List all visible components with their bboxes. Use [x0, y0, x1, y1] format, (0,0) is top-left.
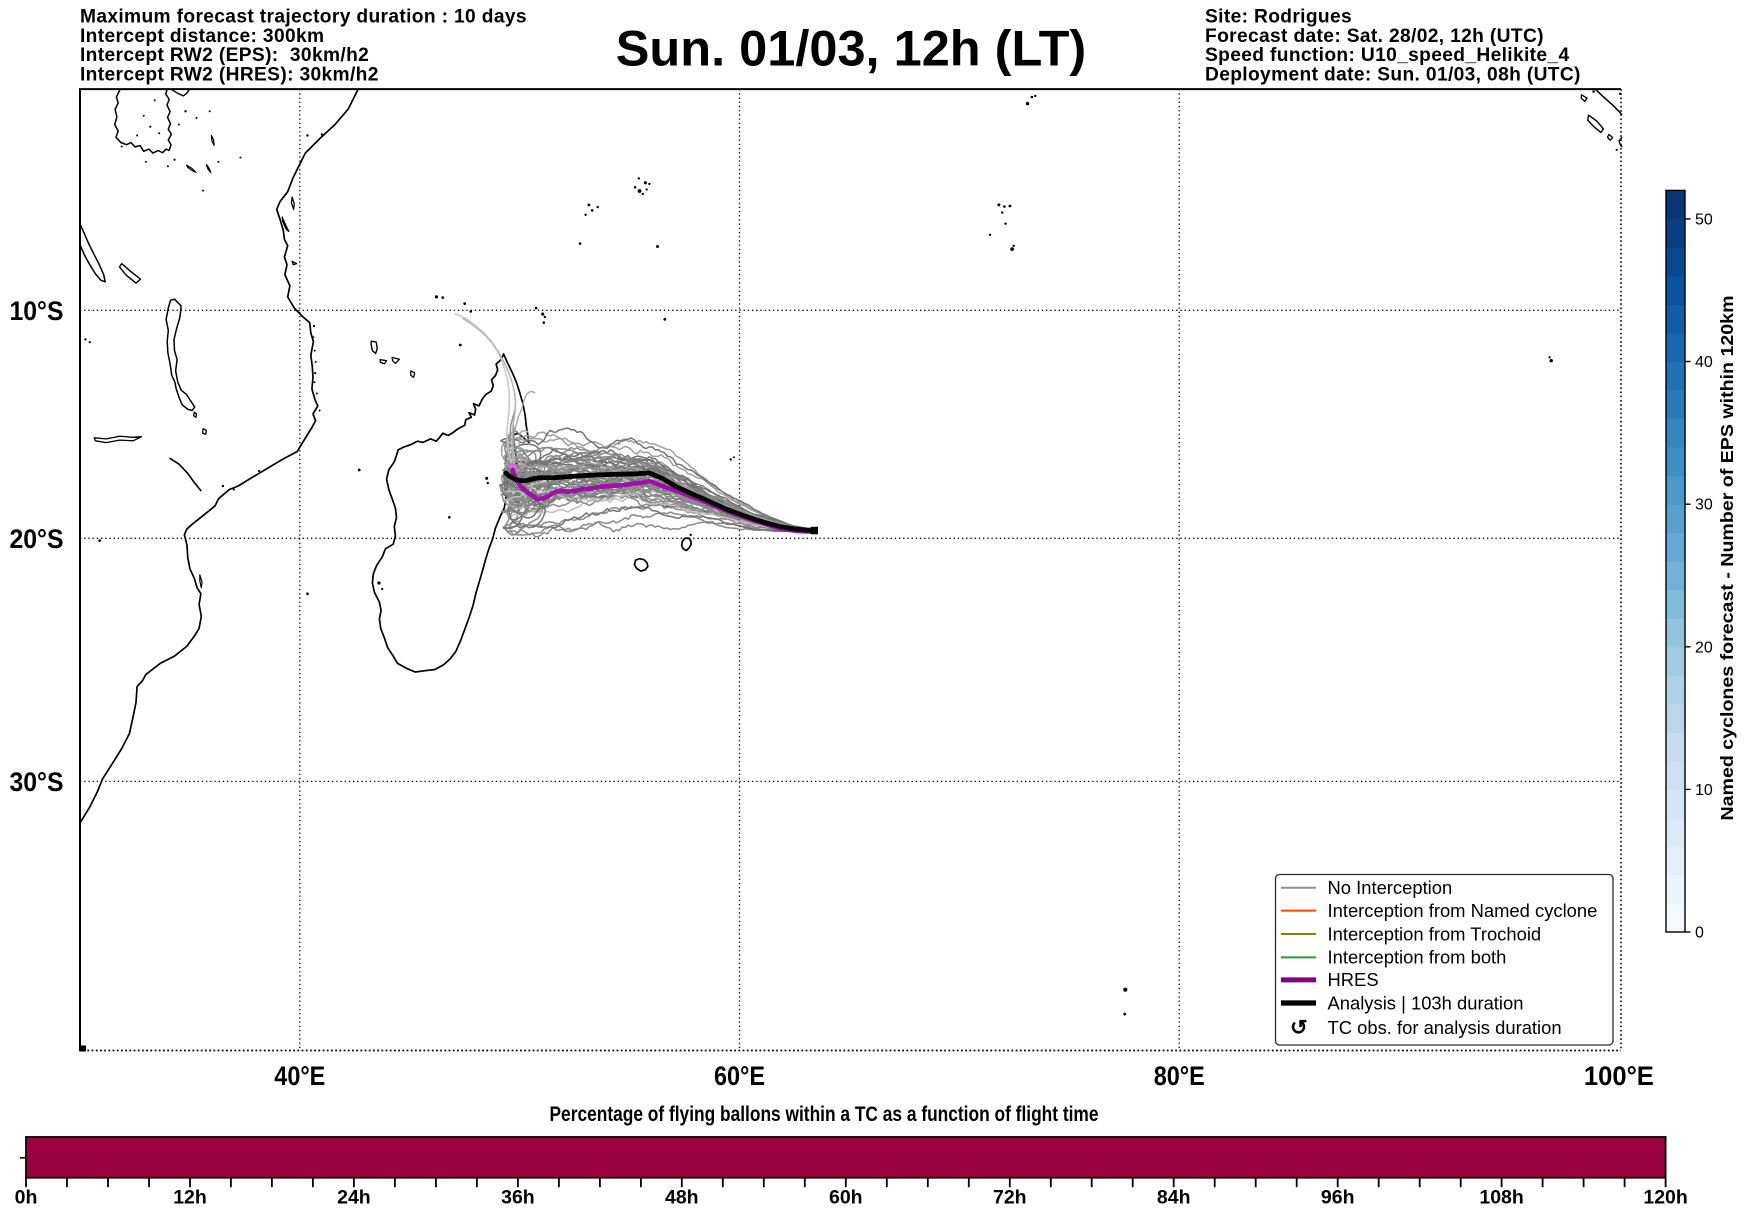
svg-text:20°S: 20°S — [10, 524, 64, 554]
svg-text:12h: 12h — [173, 1187, 207, 1209]
svg-text:Analysis | 103h duration: Analysis | 103h duration — [1328, 992, 1524, 1013]
svg-text:100°E: 100°E — [1584, 1061, 1654, 1091]
svg-text:Intercept distance: 300km: Intercept distance: 300km — [80, 26, 324, 47]
svg-text:↺: ↺ — [1290, 1017, 1308, 1040]
svg-text:Intercept RW2 (EPS): 30km/h2: Intercept RW2 (EPS): 30km/h2 — [80, 45, 369, 66]
svg-text:Speed function: U10_speed_Heli: Speed function: U10_speed_Helikite_4 — [1205, 45, 1570, 66]
svg-text:24h: 24h — [337, 1187, 371, 1209]
svg-text:36h: 36h — [501, 1187, 535, 1209]
svg-text:TC obs. for analysis duration: TC obs. for analysis duration — [1328, 1017, 1562, 1038]
svg-text:96h: 96h — [1321, 1187, 1355, 1209]
svg-text:50: 50 — [1695, 211, 1713, 228]
svg-text:10: 10 — [1695, 782, 1713, 799]
svg-text:0: 0 — [1695, 925, 1704, 942]
svg-text:60°E: 60°E — [714, 1061, 765, 1091]
svg-text:30: 30 — [1695, 497, 1713, 514]
svg-text:Intercept RW2 (HRES): 30km/h2: Intercept RW2 (HRES): 30km/h2 — [80, 64, 379, 85]
svg-text:72h: 72h — [993, 1187, 1027, 1209]
svg-text:Interception from both: Interception from both — [1328, 947, 1507, 968]
svg-text:48h: 48h — [665, 1187, 699, 1209]
svg-text:80°E: 80°E — [1154, 1061, 1205, 1091]
svg-text:Percentage of flying ballons w: Percentage of flying ballons within a TC… — [550, 1103, 1099, 1126]
svg-text:Sun. 01/03, 12h (LT): Sun. 01/03, 12h (LT) — [616, 20, 1087, 77]
svg-text:40°E: 40°E — [274, 1061, 325, 1091]
svg-text:Maximum forecast trajectory du: Maximum forecast trajectory duration : 1… — [80, 7, 527, 28]
svg-text:Named cyclones forecast - Numb: Named cyclones forecast - Number of EPS … — [1717, 296, 1737, 821]
svg-text:108h: 108h — [1479, 1187, 1523, 1209]
svg-text:Deployment date: Sun. 01/03, 0: Deployment date: Sun. 01/03, 08h (UTC) — [1205, 64, 1581, 85]
svg-text:Forecast date: Sat. 28/02, 12h: Forecast date: Sat. 28/02, 12h (UTC) — [1205, 26, 1544, 47]
svg-text:30°S: 30°S — [10, 767, 64, 797]
svg-text:84h: 84h — [1157, 1187, 1191, 1209]
svg-text:No Interception: No Interception — [1328, 877, 1453, 898]
svg-text:120h: 120h — [1643, 1187, 1687, 1209]
svg-text:0h: 0h — [15, 1187, 38, 1209]
svg-text:40: 40 — [1695, 354, 1713, 371]
svg-text:20: 20 — [1695, 639, 1713, 656]
svg-text:60h: 60h — [829, 1187, 863, 1209]
svg-text:Interception from Trochoid: Interception from Trochoid — [1328, 923, 1542, 944]
svg-text:Site: Rodrigues: Site: Rodrigues — [1205, 7, 1352, 28]
svg-text:Interception from Named cyclon: Interception from Named cyclone — [1328, 900, 1598, 921]
svg-text:HRES: HRES — [1328, 969, 1379, 990]
svg-text:10°S: 10°S — [10, 296, 64, 326]
